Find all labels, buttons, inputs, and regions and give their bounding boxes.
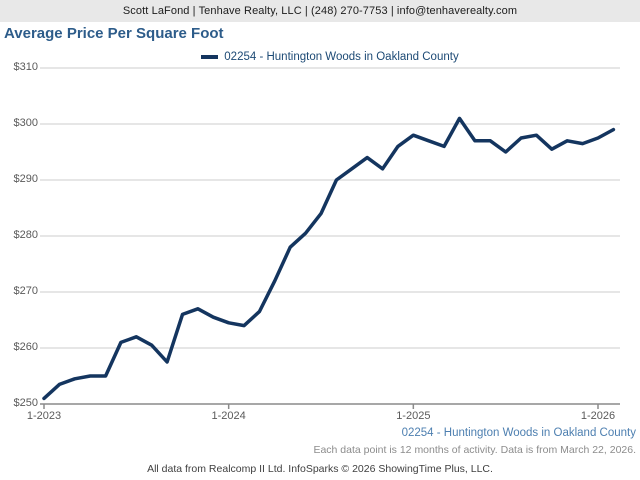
data-note: Each data point is 12 months of activity… [313, 444, 636, 456]
y-axis-tick-label: $300 [13, 117, 38, 129]
y-axis-tick-label: $280 [13, 229, 38, 241]
chart-legend: 02254 - Huntington Woods in Oakland Coun… [40, 50, 620, 64]
legend-series-label: 02254 - Huntington Woods in Oakland Coun… [224, 51, 459, 63]
y-axis-tick-label: $250 [13, 397, 38, 409]
x-axis-tick-label: 1-2025 [396, 410, 431, 422]
attribution-line: All data from Realcomp II Ltd. InfoSpark… [147, 463, 493, 475]
footer-series-label: 02254 - Huntington Woods in Oakland Coun… [401, 427, 636, 439]
y-axis-tick-label: $270 [13, 285, 38, 297]
y-axis-tick-label: $310 [13, 61, 38, 73]
x-axis-tick-label: 1-2026 [580, 410, 616, 422]
legend-line-swatch [201, 55, 219, 59]
y-axis-tick-label: $290 [13, 173, 38, 185]
series-line [42, 116, 616, 401]
x-axis-tick-label: 1-2023 [26, 410, 62, 422]
y-axis-tick-label: $260 [13, 341, 38, 353]
agent-contact-line: Scott LaFond | Tenhave Realty, LLC | (24… [122, 5, 518, 17]
header-bar: Scott LaFond | Tenhave Realty, LLC | (24… [0, 0, 640, 22]
x-axis-tick-label: 1-2024 [211, 410, 246, 422]
page-title: Average Price Per Square Foot [4, 25, 224, 42]
